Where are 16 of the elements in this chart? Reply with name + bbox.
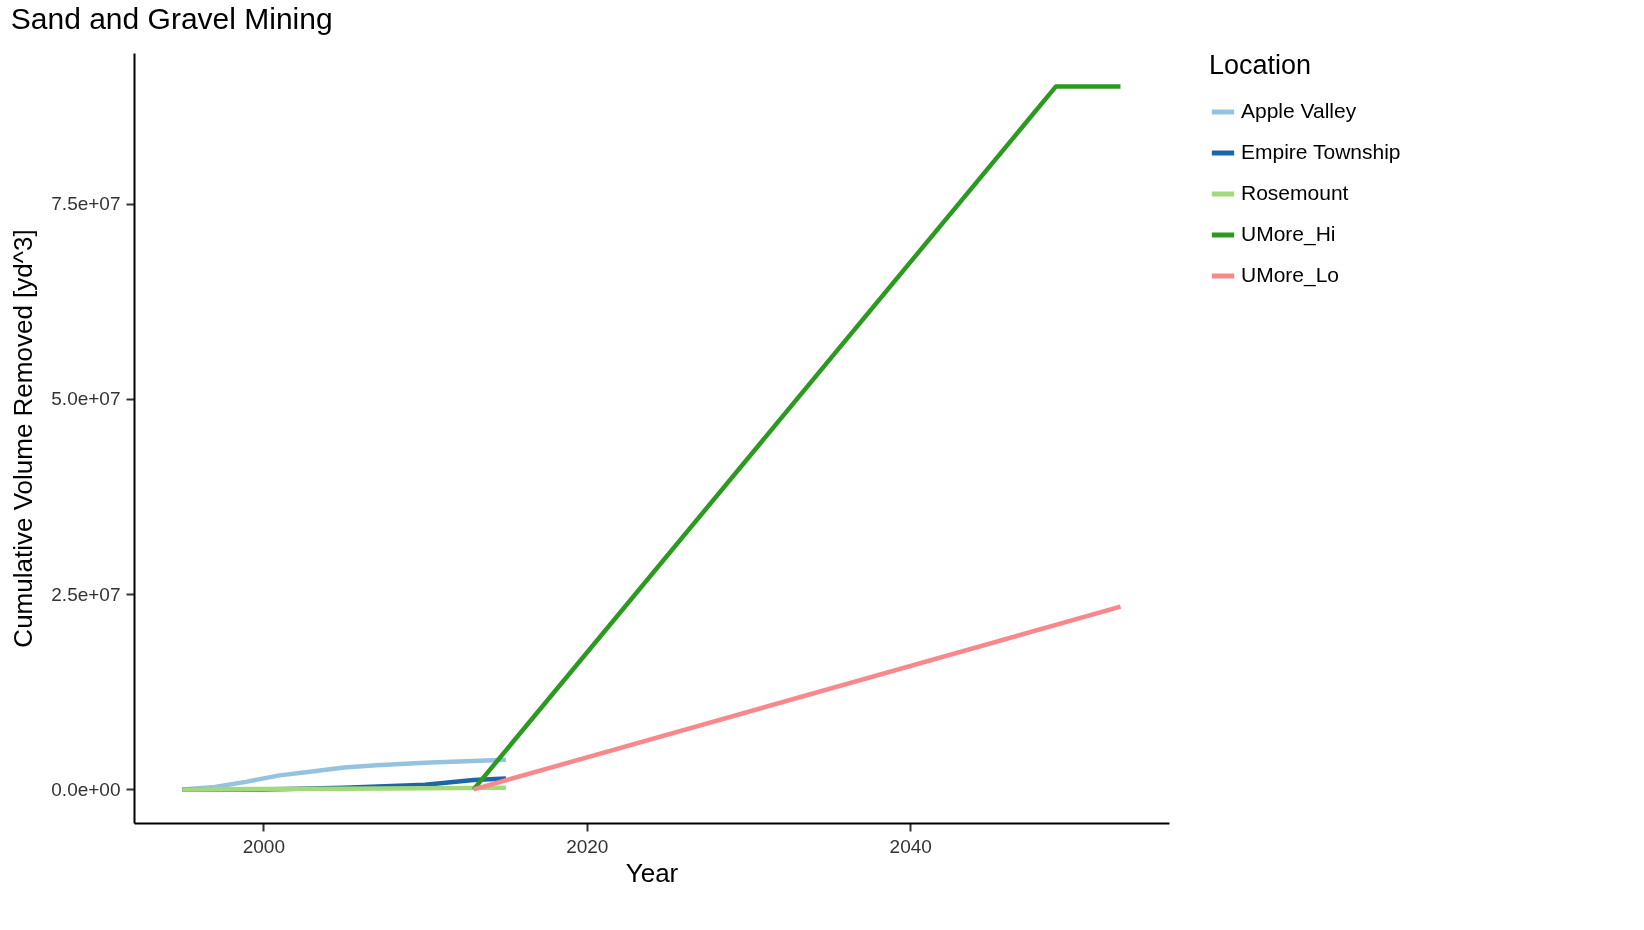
x-tick-label: 2040: [889, 835, 932, 857]
y-tick-label: 2.5e+07: [51, 583, 121, 605]
legend-title: Location: [1209, 50, 1312, 80]
x-axis-title: Year: [625, 857, 679, 888]
chart-title: Sand and Gravel Mining: [10, 2, 333, 35]
y-tick-label: 7.5e+07: [51, 193, 121, 215]
y-tick-label: 5.0e+07: [51, 388, 121, 410]
legend-label: Apple Valley: [1241, 99, 1357, 122]
legend-label: UMore_Hi: [1241, 222, 1336, 246]
x-tick-label: 2020: [566, 835, 609, 857]
x-tick-label: 2000: [242, 835, 286, 857]
y-tick-label: 0.0e+00: [51, 778, 121, 800]
legend-label: Empire Township: [1241, 140, 1401, 163]
legend-label: UMore_Lo: [1241, 263, 1340, 287]
y-axis-title: Cumulative Volume Removed [yd^3]: [8, 229, 39, 648]
legend-label: Rosemount: [1241, 181, 1349, 204]
